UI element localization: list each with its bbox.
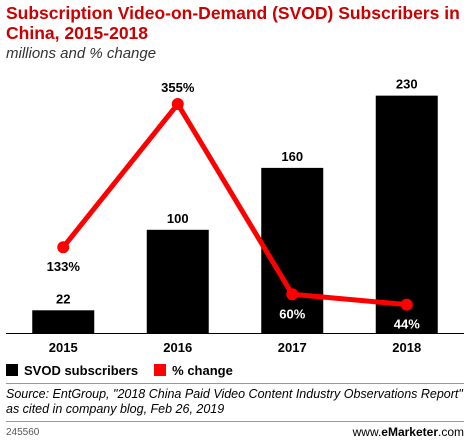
legend-swatch-bars <box>6 364 18 376</box>
line-value-label-2018: 44% <box>394 317 420 332</box>
bar-value-label-2017: 160 <box>281 149 303 164</box>
brand-logo: www.eMarketer.com <box>353 425 464 439</box>
x-tick-label-2018: 2018 <box>392 340 421 355</box>
brand-name: eMarketer <box>381 425 438 439</box>
legend-item-bars: SVOD subscribers <box>6 363 138 378</box>
x-tick-label-2016: 2016 <box>163 340 192 355</box>
x-tick-label-2015: 2015 <box>49 340 78 355</box>
brand-prefix: www. <box>352 425 382 439</box>
chart-title: Subscription Video-on-Demand (SVOD) Subs… <box>6 3 460 43</box>
divider-top <box>6 383 464 384</box>
legend-label-bars: SVOD subscribers <box>24 362 139 378</box>
chart-subtitle: millions and % change <box>6 45 157 62</box>
divider-bottom <box>6 421 464 422</box>
legend-swatch-line <box>154 364 167 376</box>
line-point-2018 <box>400 298 413 311</box>
bar-value-label-2016: 100 <box>167 211 189 226</box>
bar-2015 <box>32 310 95 333</box>
chart-id: 245560 <box>6 427 40 438</box>
bar-2018 <box>375 95 438 333</box>
source-note: Source: EntGroup, "2018 China Paid Video… <box>6 387 463 416</box>
line-value-label-2016: 355% <box>161 80 195 95</box>
line-point-2016 <box>171 98 184 111</box>
bar-2017 <box>261 167 324 333</box>
legend: SVOD subscribers % change <box>6 362 249 378</box>
x-tick-label-2017: 2017 <box>278 340 307 355</box>
bar-value-label-2018: 230 <box>396 77 418 92</box>
line-point-2015 <box>57 241 70 254</box>
legend-item-line: % change <box>154 363 233 378</box>
line-series-pct-change <box>60 101 410 308</box>
brand-suffix: .com <box>437 425 464 439</box>
bar-2016 <box>146 229 209 333</box>
line-point-2017 <box>286 288 299 301</box>
bar-value-label-2015: 22 <box>56 291 70 306</box>
line-value-label-2017: 60% <box>279 306 305 321</box>
line-value-label-2015: 133% <box>47 259 81 274</box>
legend-label-line: % change <box>172 362 233 378</box>
